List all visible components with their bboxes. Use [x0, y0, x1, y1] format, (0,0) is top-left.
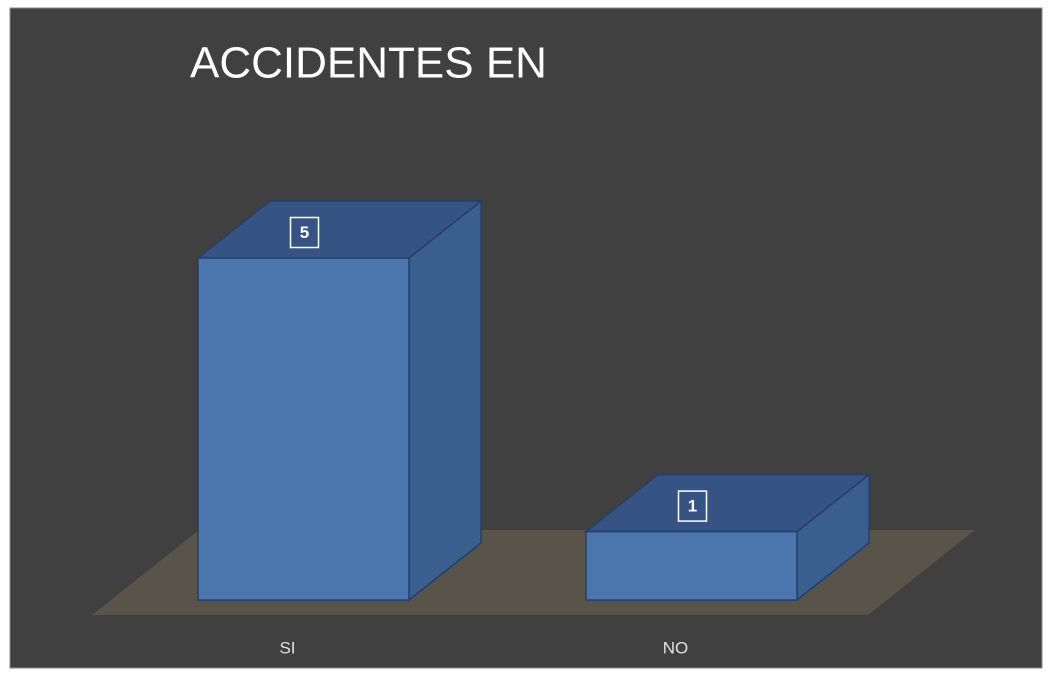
bar — [585, 530, 798, 601]
chart-title: ACCIDENTES EN — [190, 39, 547, 88]
bar-side — [408, 199, 482, 602]
value-label-box — [289, 216, 320, 249]
value-label: 1 — [688, 497, 697, 516]
x-tick-label: SI — [279, 638, 295, 657]
x-tick-label: NO — [663, 638, 689, 657]
value-label-box — [677, 490, 708, 522]
value-label: 5 — [300, 223, 309, 242]
bar — [197, 257, 410, 601]
